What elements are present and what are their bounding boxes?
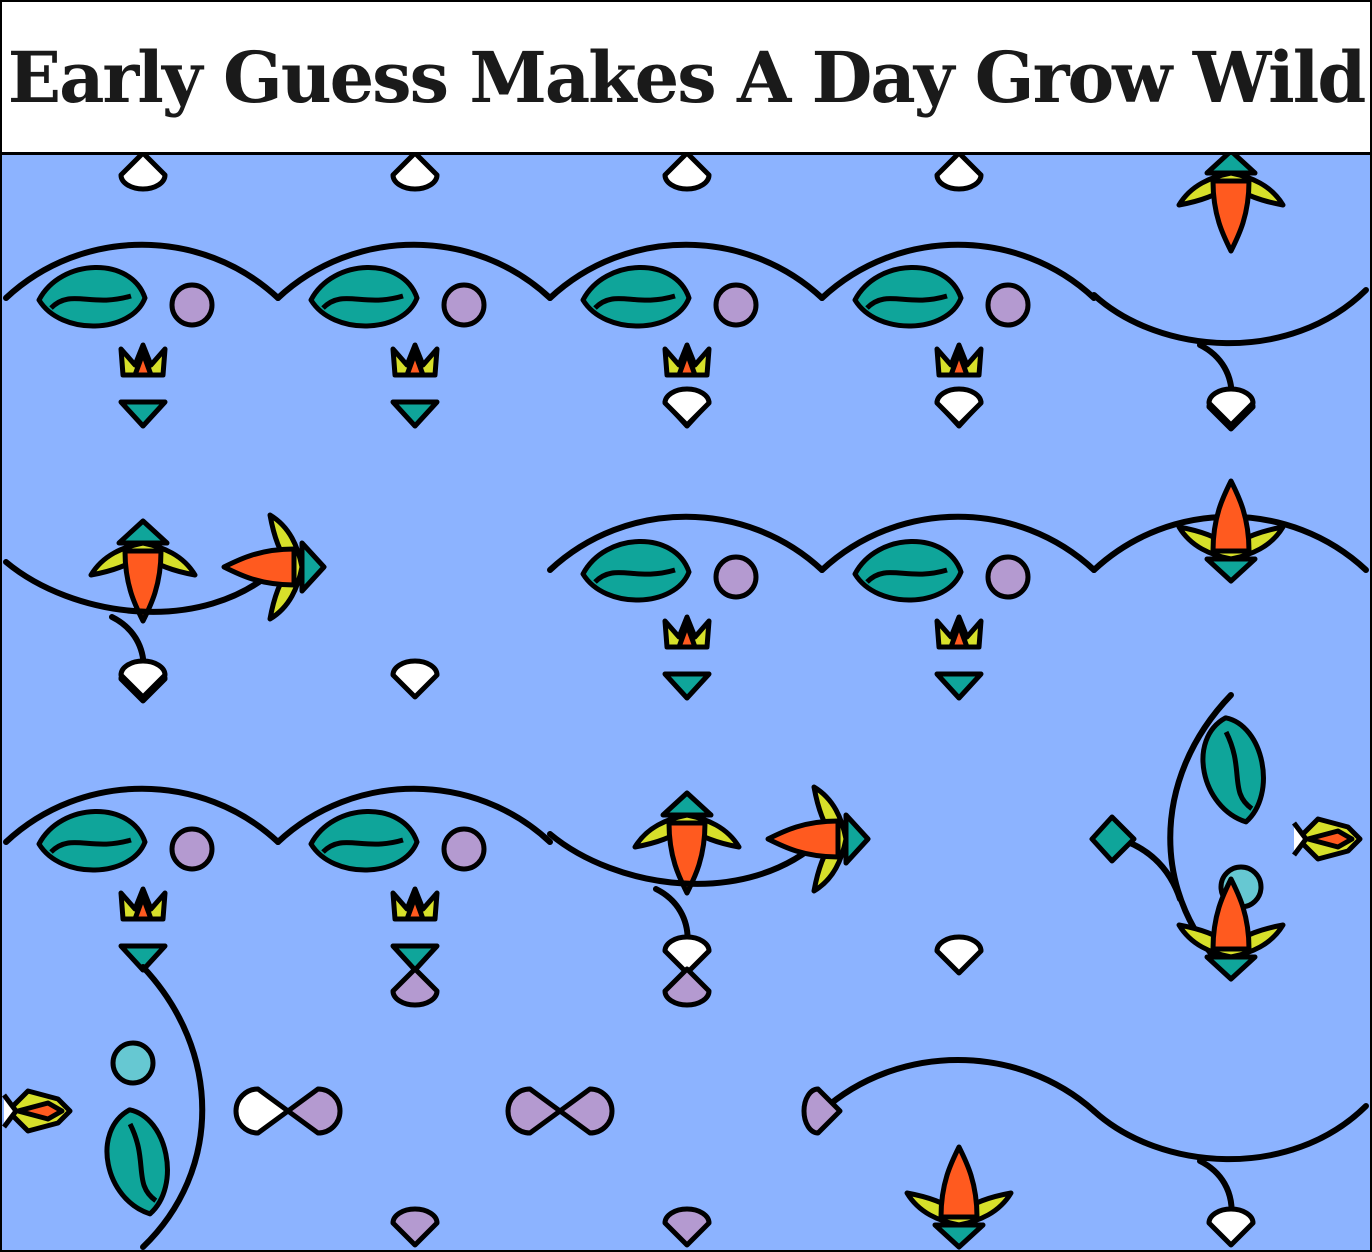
tile-r3c3[interactable] <box>547 787 868 1005</box>
tile-board: .stroke { fill: none; stroke: #000; stro… <box>2 155 1369 1250</box>
puzzle-title: Early Guess Makes A Day Grow Wild <box>7 35 1367 119</box>
title-bar: Early Guess Makes A Day Grow Wild <box>2 2 1370 155</box>
tile-r1c1[interactable] <box>3 155 281 426</box>
tile-r1c5[interactable] <box>1091 155 1369 429</box>
tile-r4c5[interactable] <box>1091 1103 1369 1245</box>
tile-r1c2[interactable] <box>275 155 553 426</box>
tile-r4c4[interactable] <box>804 1057 1097 1247</box>
tile-r1c3[interactable] <box>547 155 825 426</box>
tile-r1c4[interactable] <box>819 155 1097 426</box>
tile-r4c1[interactable] <box>4 964 206 1250</box>
tile-r2c4[interactable] <box>819 513 1097 698</box>
tile-r4c3[interactable] <box>508 1089 709 1245</box>
tile-r3c4[interactable] <box>937 937 981 973</box>
tile-r3c5[interactable] <box>1092 692 1360 979</box>
tile-r2c5[interactable] <box>1091 481 1369 581</box>
tile-r2c1[interactable] <box>3 515 324 701</box>
tile-r2c2[interactable] <box>393 661 437 697</box>
tile-r4c2[interactable] <box>236 1089 437 1245</box>
tile-r2c3[interactable] <box>547 513 825 893</box>
tile-r3c2[interactable] <box>275 785 553 1005</box>
tile-r3c1[interactable] <box>3 785 281 970</box>
